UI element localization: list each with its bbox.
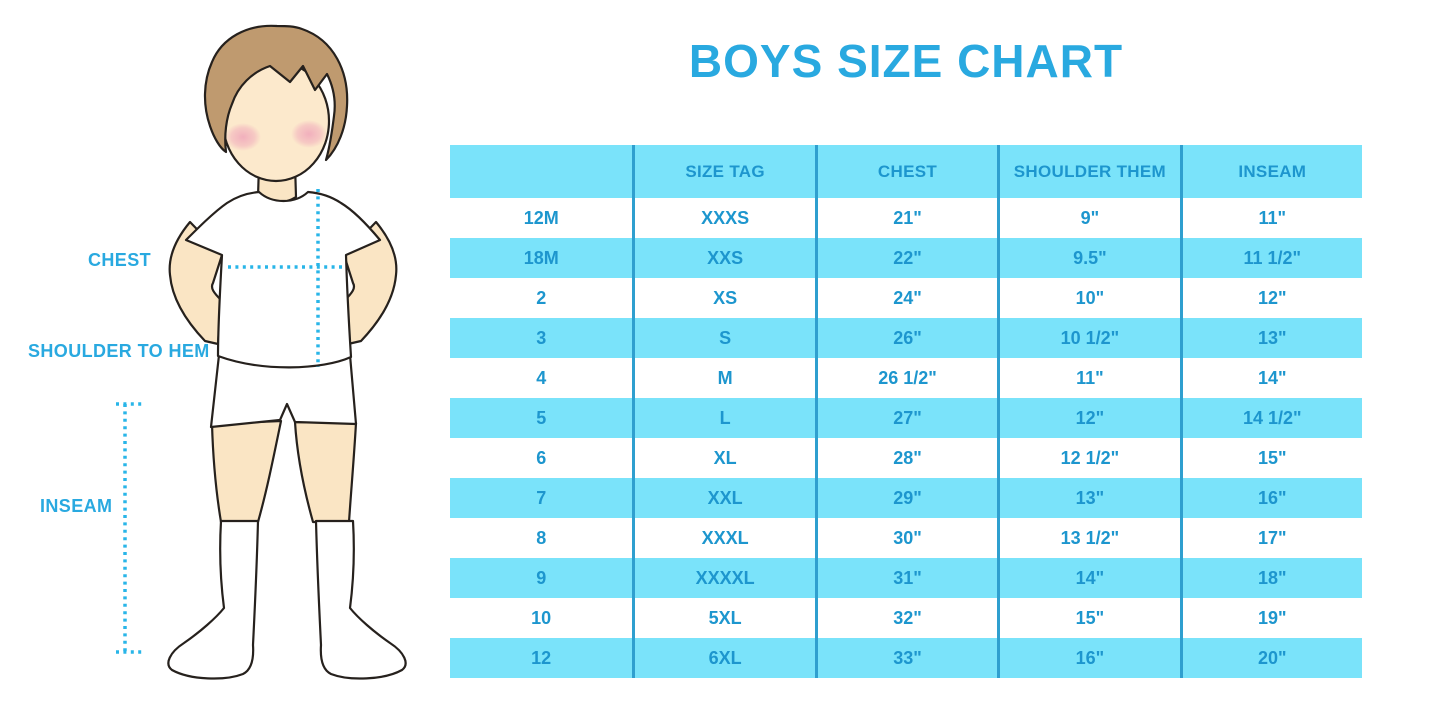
right-leg — [293, 420, 358, 524]
table-cell: 14" — [997, 558, 1179, 598]
table-cell: 11" — [1179, 198, 1362, 238]
table-cell: 13 1/2" — [997, 518, 1179, 558]
table-cell: L — [632, 398, 814, 438]
header-cell: SHOULDER THEM — [997, 145, 1179, 198]
table-cell: 5XL — [632, 598, 814, 638]
table-cell: 11 1/2" — [1179, 238, 1362, 278]
table-cell: 33" — [814, 638, 997, 678]
table-cell: 20" — [1179, 638, 1362, 678]
left-leg — [210, 419, 283, 524]
table-cell: 10 1/2" — [997, 318, 1179, 358]
table-cell: 26 1/2" — [814, 358, 997, 398]
table-row: 4 M 26 1/2" 11" 14" — [450, 358, 1362, 398]
table-cell: 12" — [1179, 278, 1362, 318]
table-cell: 2 — [536, 287, 547, 308]
hair — [203, 24, 349, 162]
table-cell: 15" — [1179, 438, 1362, 478]
boy-illustration — [116, 24, 407, 680]
blush-right-cheek — [291, 120, 327, 148]
table-cell: 7 — [536, 487, 547, 508]
table-cell: 31" — [814, 558, 997, 598]
table-cell: 11" — [997, 358, 1179, 398]
table-cell: XXXS — [632, 198, 814, 238]
table-cell: 12 1/2" — [997, 438, 1179, 478]
table-cell: 6XL — [632, 638, 814, 678]
table-cell: 3 — [536, 327, 547, 348]
table-cell: XXXXL — [632, 558, 814, 598]
table-cell: XXXL — [632, 518, 814, 558]
table-cell: 9.5" — [997, 238, 1179, 278]
table-cell: 17" — [1179, 518, 1362, 558]
table-cell: 6 — [536, 447, 547, 468]
table-cell: 8 — [536, 527, 547, 548]
table-cell: 22" — [814, 238, 997, 278]
header-cell: CHEST — [814, 145, 997, 198]
table-cell: XXS — [632, 238, 814, 278]
table-row: 2 XS 24" 10" 12" — [450, 278, 1362, 318]
shorts — [209, 353, 358, 429]
table-row: 6 XL 28" 12 1/2" 15" — [450, 438, 1362, 478]
table-row: 5 L 27" 12" 14 1/2" — [450, 398, 1362, 438]
page-title: BOYS SIZE CHART — [688, 35, 1124, 87]
table-cell: 28" — [814, 438, 997, 478]
table-cell: 27" — [814, 398, 997, 438]
table-cell: 14 1/2" — [1179, 398, 1362, 438]
table-cell: S — [632, 318, 814, 358]
table-cell: XXL — [632, 478, 814, 518]
table-cell: 14" — [1179, 358, 1362, 398]
table-row: 3 S 26" 10 1/2" 13" — [450, 318, 1362, 358]
table-cell: 18M — [523, 247, 559, 268]
size-table: SIZE TAG CHEST SHOULDER THEM INSEAM 12M XXXS 2… — [450, 145, 1362, 678]
table-cell: 15" — [997, 598, 1179, 638]
table-cell: 29" — [814, 478, 997, 518]
table-cell: 9" — [997, 198, 1179, 238]
inseam-label: INSEAM — [40, 496, 113, 516]
right-arm — [342, 220, 398, 346]
header-cell: INSEAM — [1179, 145, 1362, 198]
chest-label: CHEST — [88, 250, 152, 270]
table-row: 12M XXXS 21" 9" 11" — [450, 198, 1362, 238]
left-arm — [168, 220, 224, 346]
table-cell: 24" — [814, 278, 997, 318]
table-row: 18M XXS 22" 9.5" 11 1/2" — [450, 238, 1362, 278]
header-cell — [450, 145, 632, 198]
table-cell: M — [632, 358, 814, 398]
table-cell: 16" — [997, 638, 1179, 678]
tshirt — [184, 190, 382, 369]
table-cell: 32" — [814, 598, 997, 638]
table-row: 9 XXXXL 31" 14" 18" — [450, 558, 1362, 598]
table-cell: 12M — [523, 207, 559, 228]
table-cell: 12" — [997, 398, 1179, 438]
table-header-row: SIZE TAG CHEST SHOULDER THEM INSEAM — [450, 145, 1362, 198]
table-row: 8 XXXL 30" 13 1/2" 17" — [450, 518, 1362, 558]
table-cell: XL — [632, 438, 814, 478]
table-cell: 18" — [1179, 558, 1362, 598]
header-cell: SIZE TAG — [632, 145, 814, 198]
table-cell: 10" — [997, 278, 1179, 318]
table-cell: XS — [632, 278, 814, 318]
table-cell: 30" — [814, 518, 997, 558]
shoulder-to-hem-label: SHOULDER TO HEM — [28, 341, 210, 361]
figure-area: CHEST SHOULDER TO HEM INSEAM — [0, 0, 450, 723]
table-cell: 13" — [997, 478, 1179, 518]
table-row: 12 6XL 33" 16" 20" — [450, 638, 1362, 678]
table-cell: 10 — [531, 607, 552, 628]
table-cell: 4 — [536, 367, 547, 388]
table-cell: 19" — [1179, 598, 1362, 638]
blush-left-cheek — [225, 123, 261, 151]
table-cell: 26" — [814, 318, 997, 358]
table-cell: 16" — [1179, 478, 1362, 518]
table-cell: 5 — [536, 407, 547, 428]
table-row: 10 5XL 32" 15" 19" — [450, 598, 1362, 638]
right-sock — [314, 519, 407, 680]
table-cell: 12 — [531, 647, 552, 668]
table-cell: 9 — [536, 567, 547, 588]
measurement-lines — [116, 189, 346, 654]
table-cell: 13" — [1179, 318, 1362, 358]
left-sock — [167, 519, 260, 680]
table-row: 7 XXL 29" 13" 16" — [450, 478, 1362, 518]
table-cell: 21" — [814, 198, 997, 238]
